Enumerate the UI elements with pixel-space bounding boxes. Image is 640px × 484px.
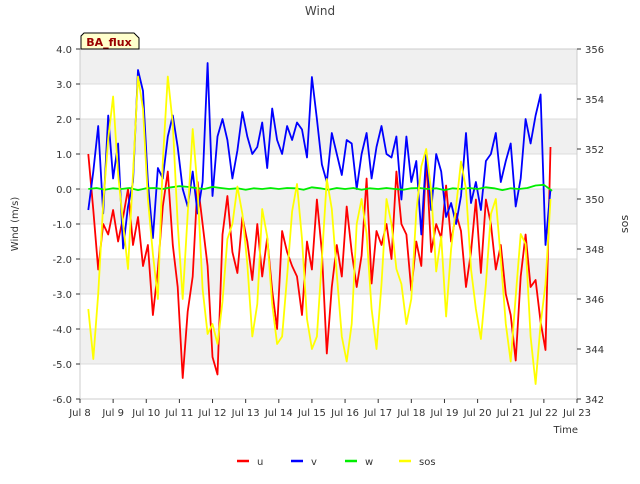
y-left-tick-label: -2.0 [52, 255, 72, 266]
x-tick-label: Jul 20 [463, 408, 492, 419]
y-right-tick-label: 346 [585, 295, 604, 306]
annotation-text: BA_flux [86, 36, 131, 49]
x-tick-label: Jul 13 [231, 408, 260, 419]
x-tick-label: Jul 14 [264, 408, 293, 419]
x-tick-label: Jul 11 [164, 408, 193, 419]
x-tick-label: Jul 12 [198, 408, 227, 419]
series-line-w [88, 183, 553, 192]
legend: u v w sos [237, 457, 436, 468]
y-left-tick-label: 1.0 [56, 150, 72, 161]
annotation-box [80, 32, 140, 50]
y-right-tick-label: 344 [585, 345, 604, 356]
plot-band [80, 259, 577, 294]
y-left-tick-label: -4.0 [52, 325, 72, 336]
x-tick-label: Jul 16 [330, 408, 359, 419]
x-tick-label: Jul 22 [529, 408, 558, 419]
series-line-v [87, 62, 552, 250]
x-tick-label: Jul 18 [396, 408, 425, 419]
y-left-tick-label: -6.0 [52, 395, 72, 406]
y-right-tick-label: 348 [585, 245, 604, 256]
x-tick-label: Jul 19 [429, 408, 458, 419]
y-right-tick-label: 354 [585, 95, 604, 106]
x-tick-label: Jul 8 [68, 408, 91, 419]
y-left-tick-label: -1.0 [52, 220, 72, 231]
y-axis-left-label: Wind (m/s) [10, 197, 21, 252]
x-tick-label: Jul 9 [101, 408, 124, 419]
y-left-tick-label: 3.0 [56, 80, 72, 91]
series-layer [87, 62, 553, 385]
x-tick-label: Jul 17 [363, 408, 392, 419]
site-annotation: BA_flux [80, 32, 140, 50]
y-left-tick-label: 0.0 [56, 185, 72, 196]
legend-label-u: u [257, 457, 263, 468]
y-right-tick-label: 352 [585, 145, 604, 156]
x-tick-label: Jul 23 [562, 408, 591, 419]
legend-label-sos: sos [419, 457, 436, 468]
x-axis-label: Time [553, 425, 578, 436]
y-right-tick-label: 350 [585, 195, 604, 206]
y-left-tick-label: -3.0 [52, 290, 72, 301]
y-axis-left: -6.0 -5.0 -4.0 -3.0 -2.0 -1.0 0.0 1.0 2.0 3.0 4.0 [52, 45, 80, 406]
legend-label-v: v [311, 457, 317, 468]
x-tick-label: Jul 21 [496, 408, 525, 419]
x-axis: Jul 8 Jul 9 Jul 10 Jul 11 Jul 12 Jul 13 Jul 14… [68, 399, 591, 419]
y-left-tick-label: 2.0 [56, 115, 72, 126]
chart-title: Wind [305, 4, 335, 18]
y-axis-right: 342 344 346 348 350 352 354 356 [577, 45, 604, 406]
plot-band [80, 49, 577, 84]
y-right-tick-label: 356 [585, 45, 604, 56]
y-right-tick-label: 342 [585, 395, 604, 406]
y-axis-right-label: sos [618, 215, 631, 233]
legend-label-w: w [365, 457, 373, 468]
x-tick-label: Jul 10 [131, 408, 160, 419]
series-line-sos [87, 75, 552, 385]
x-tick-label: Jul 15 [297, 408, 326, 419]
y-left-tick-label: 4.0 [56, 45, 72, 56]
y-left-tick-label: -5.0 [52, 360, 72, 371]
plot-band [80, 119, 577, 154]
